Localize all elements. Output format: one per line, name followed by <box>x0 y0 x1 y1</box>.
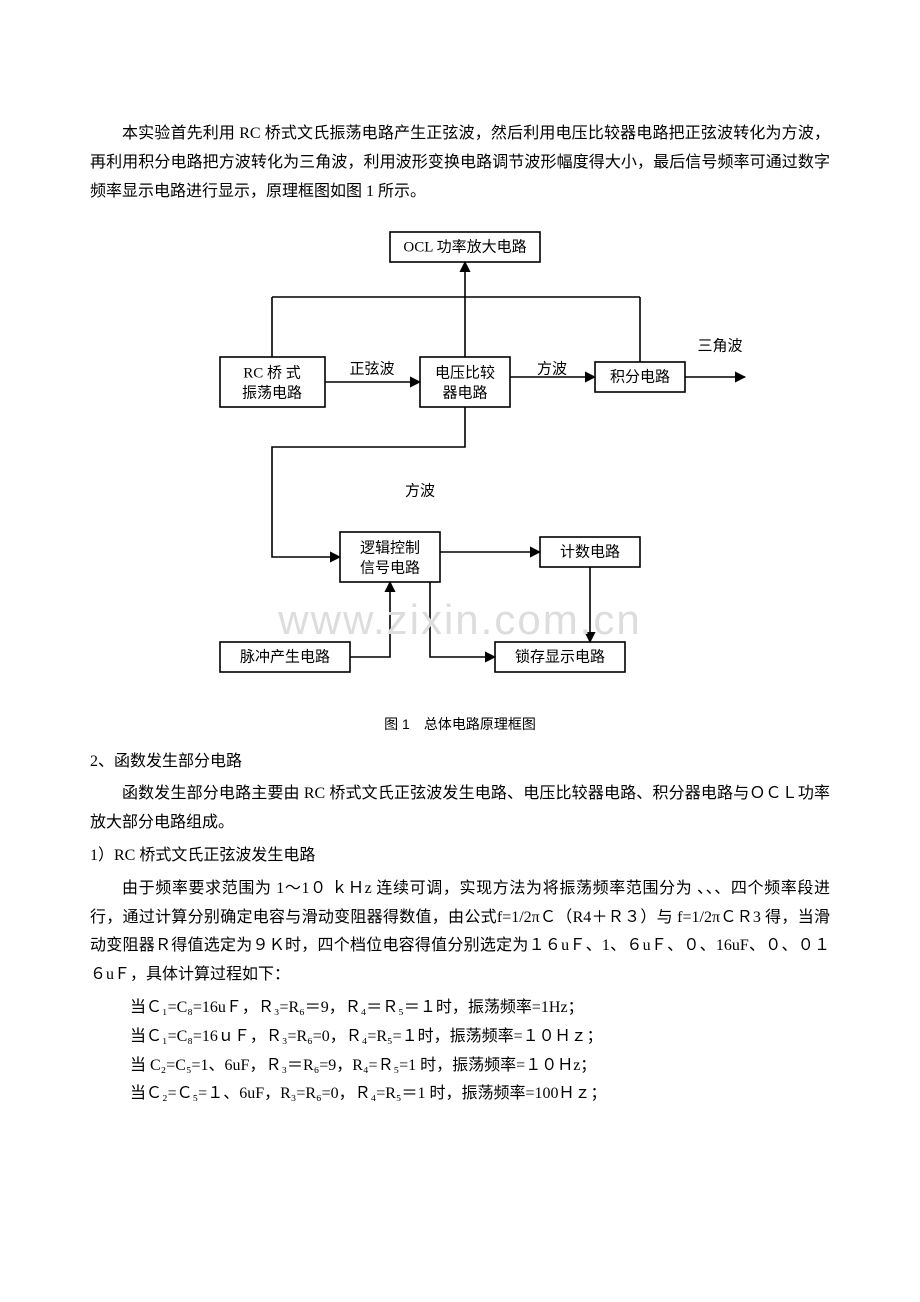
calc-line-3: 当 C₂=C₅=1、6uF，Ｒ₃＝R₆=9，R₄=Ｒ₅=1 时，振荡频率=１０Ｈ… <box>90 1052 830 1081</box>
label-rc1: RC 桥 式 <box>243 365 301 382</box>
subsection1-title: 1）RC 桥式文氏正弦波发生电路 <box>90 842 830 871</box>
label-count: 计数电路 <box>560 544 620 561</box>
label-cmp2: 器电路 <box>442 385 487 402</box>
label-ocl: OCL 功率放大电路 <box>403 239 526 256</box>
label-logic1: 逻辑控制 <box>360 540 420 557</box>
label-triangle: 三角波 <box>697 338 742 355</box>
figure-caption: 图 1 总体电路原理框图 <box>90 712 830 737</box>
arrow-pulse-logic <box>350 582 390 657</box>
label-square: 方波 <box>537 361 567 378</box>
calc-line-4: 当Ｃ₂=Ｃ₅=１、6uF，R₃=R₆=0，Ｒ₄=R₅＝1 时，振荡频率=100Ｈ… <box>90 1080 830 1109</box>
label-sine: 正弦波 <box>349 361 394 378</box>
label-latch: 锁存显示电路 <box>515 649 605 666</box>
label-int: 积分电路 <box>610 369 670 386</box>
label-logic2: 信号电路 <box>360 560 420 577</box>
arrow-logic-latch <box>430 582 495 657</box>
diagram-container: OCL 功率放大电路 RC 桥 式 振荡电路 电压比较 器电路 积分电路 正弦波… <box>90 222 830 702</box>
calc-line-1: 当Ｃ₁=C₈=16uＦ，Ｒ₃=R₆＝9，Ｒ₄＝Ｒ₅＝１时，振荡频率=1Hz； <box>90 994 830 1023</box>
calc-line-2: 当Ｃ₁=C₈=16ｕＦ，Ｒ₃=R₆=0，Ｒ₄=R₅=１时，振荡频率=１０Ｈｚ； <box>90 1023 830 1052</box>
label-square2: 方波 <box>405 483 435 500</box>
label-pulse: 脉冲产生电路 <box>240 649 330 666</box>
section2-paragraph: 函数发生部分电路主要由 RC 桥式文氏正弦波发生电路、电压比较器电路、积分器电路… <box>90 780 830 838</box>
label-cmp1: 电压比较 <box>435 364 495 382</box>
block-diagram: OCL 功率放大电路 RC 桥 式 振荡电路 电压比较 器电路 积分电路 正弦波… <box>140 222 780 702</box>
intro-paragraph: 本实验首先利用 RC 桥式文氏振荡电路产生正弦波，然后利用电压比较器电路把正弦波… <box>90 120 830 206</box>
section2-title: 2、函数发生部分电路 <box>90 748 830 777</box>
label-rc2: 振荡电路 <box>242 385 302 402</box>
subsection1-paragraph: 由于频率要求范围为 1～1０ ｋＨz 连续可调，实现方法为将振荡频率范围分为 、… <box>90 875 830 990</box>
